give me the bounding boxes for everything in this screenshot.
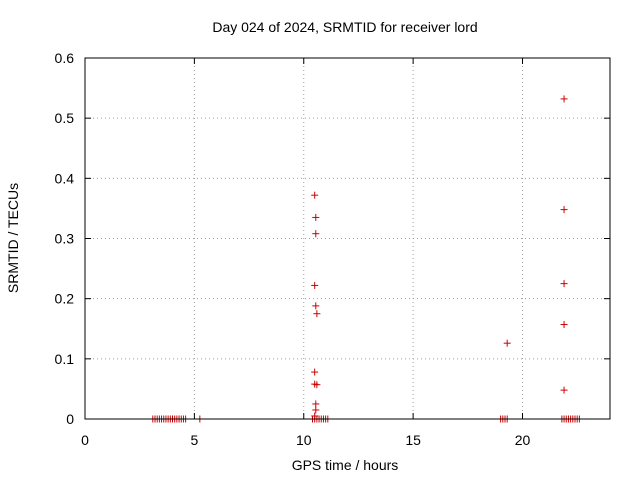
y-axis-label: SRMTID / TECUs bbox=[5, 183, 21, 293]
data-point bbox=[503, 339, 511, 347]
data-point bbox=[311, 191, 319, 199]
grid-lines bbox=[85, 58, 610, 419]
data-point bbox=[560, 386, 568, 394]
data-point bbox=[311, 368, 319, 376]
data-point bbox=[312, 213, 320, 221]
data-point bbox=[312, 302, 320, 310]
plot-frame bbox=[84, 57, 611, 420]
y-tick-label: 0.5 bbox=[55, 110, 75, 126]
y-tick-label: 0.4 bbox=[55, 170, 75, 186]
data-point bbox=[560, 95, 568, 103]
x-tick-label: 20 bbox=[515, 432, 531, 448]
x-tick-label: 10 bbox=[296, 432, 312, 448]
x-axis-label: GPS time / hours bbox=[292, 457, 399, 473]
y-tick-label: 0.3 bbox=[55, 231, 75, 247]
data-point bbox=[560, 280, 568, 288]
data-point bbox=[560, 321, 568, 329]
y-tick-label: 0.6 bbox=[55, 50, 75, 66]
data-point bbox=[312, 406, 320, 414]
data-point bbox=[313, 381, 321, 389]
y-tick-label: 0 bbox=[66, 411, 74, 427]
data-point bbox=[560, 206, 568, 214]
x-axis-ticks: 0 5 10 15 20 bbox=[81, 58, 530, 448]
chart-title: Day 024 of 2024, SRMTID for receiver lor… bbox=[212, 19, 477, 35]
data-points bbox=[149, 95, 583, 423]
data-point bbox=[312, 230, 320, 238]
data-point bbox=[311, 281, 319, 289]
data-point bbox=[313, 310, 321, 318]
x-tick-label: 5 bbox=[190, 432, 198, 448]
x-tick-label: 15 bbox=[405, 432, 421, 448]
y-axis-ticks: 0 0.1 0.2 0.3 0.4 0.5 0.6 bbox=[55, 50, 610, 427]
data-point bbox=[312, 400, 320, 408]
y-tick-label: 0.2 bbox=[55, 291, 75, 307]
x-tick-label: 0 bbox=[81, 432, 89, 448]
y-tick-label: 0.1 bbox=[55, 351, 75, 367]
